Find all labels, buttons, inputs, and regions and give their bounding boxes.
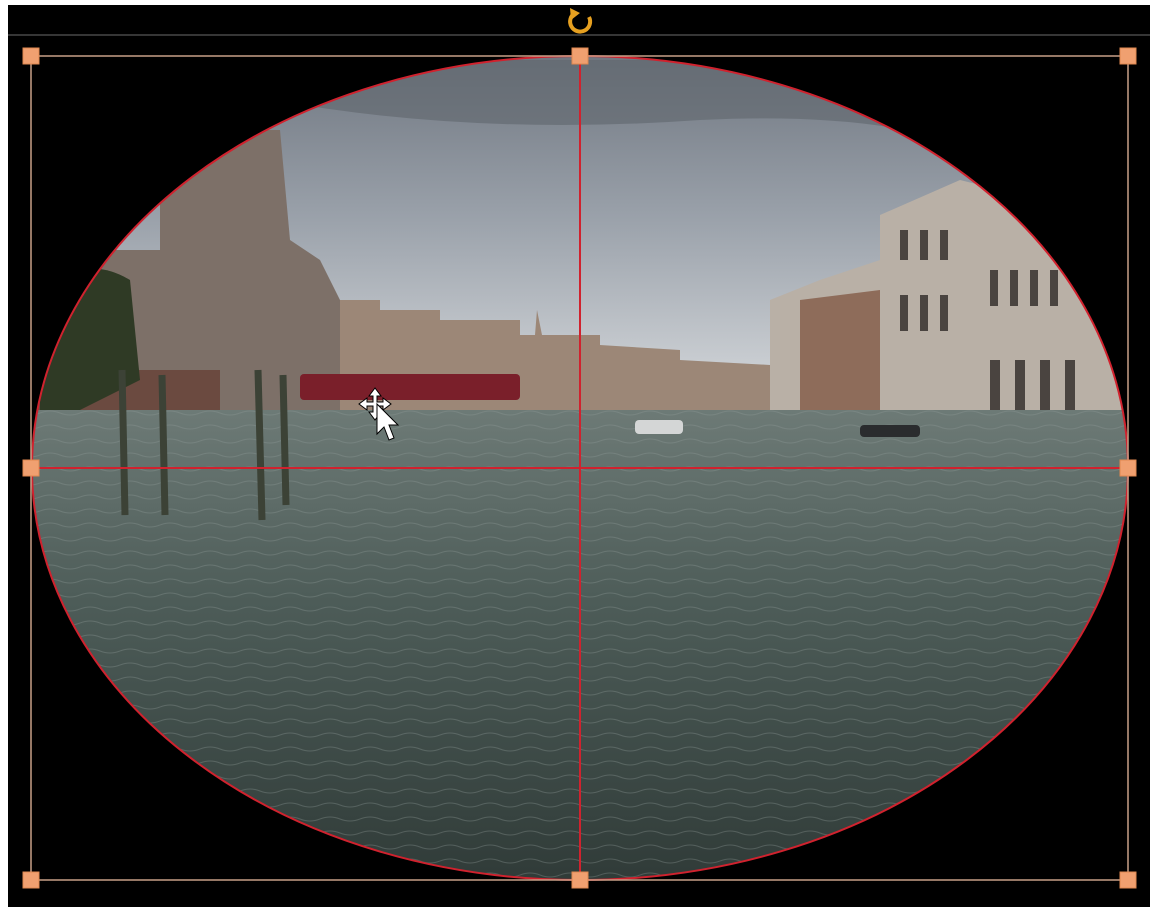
resize-handle[interactable] <box>23 460 39 476</box>
resize-handle[interactable] <box>572 872 588 888</box>
page <box>0 0 1153 914</box>
motorboat <box>860 425 920 437</box>
resize-handle[interactable] <box>1120 460 1136 476</box>
resize-handle[interactable] <box>23 48 39 64</box>
awning <box>300 374 520 400</box>
motorboat <box>635 420 683 434</box>
resize-handle[interactable] <box>1120 48 1136 64</box>
resize-handle[interactable] <box>1120 872 1136 888</box>
editor-canvas <box>0 0 1153 914</box>
resize-handle[interactable] <box>23 872 39 888</box>
right-brick-building <box>800 290 880 415</box>
resize-handle[interactable] <box>572 48 588 64</box>
